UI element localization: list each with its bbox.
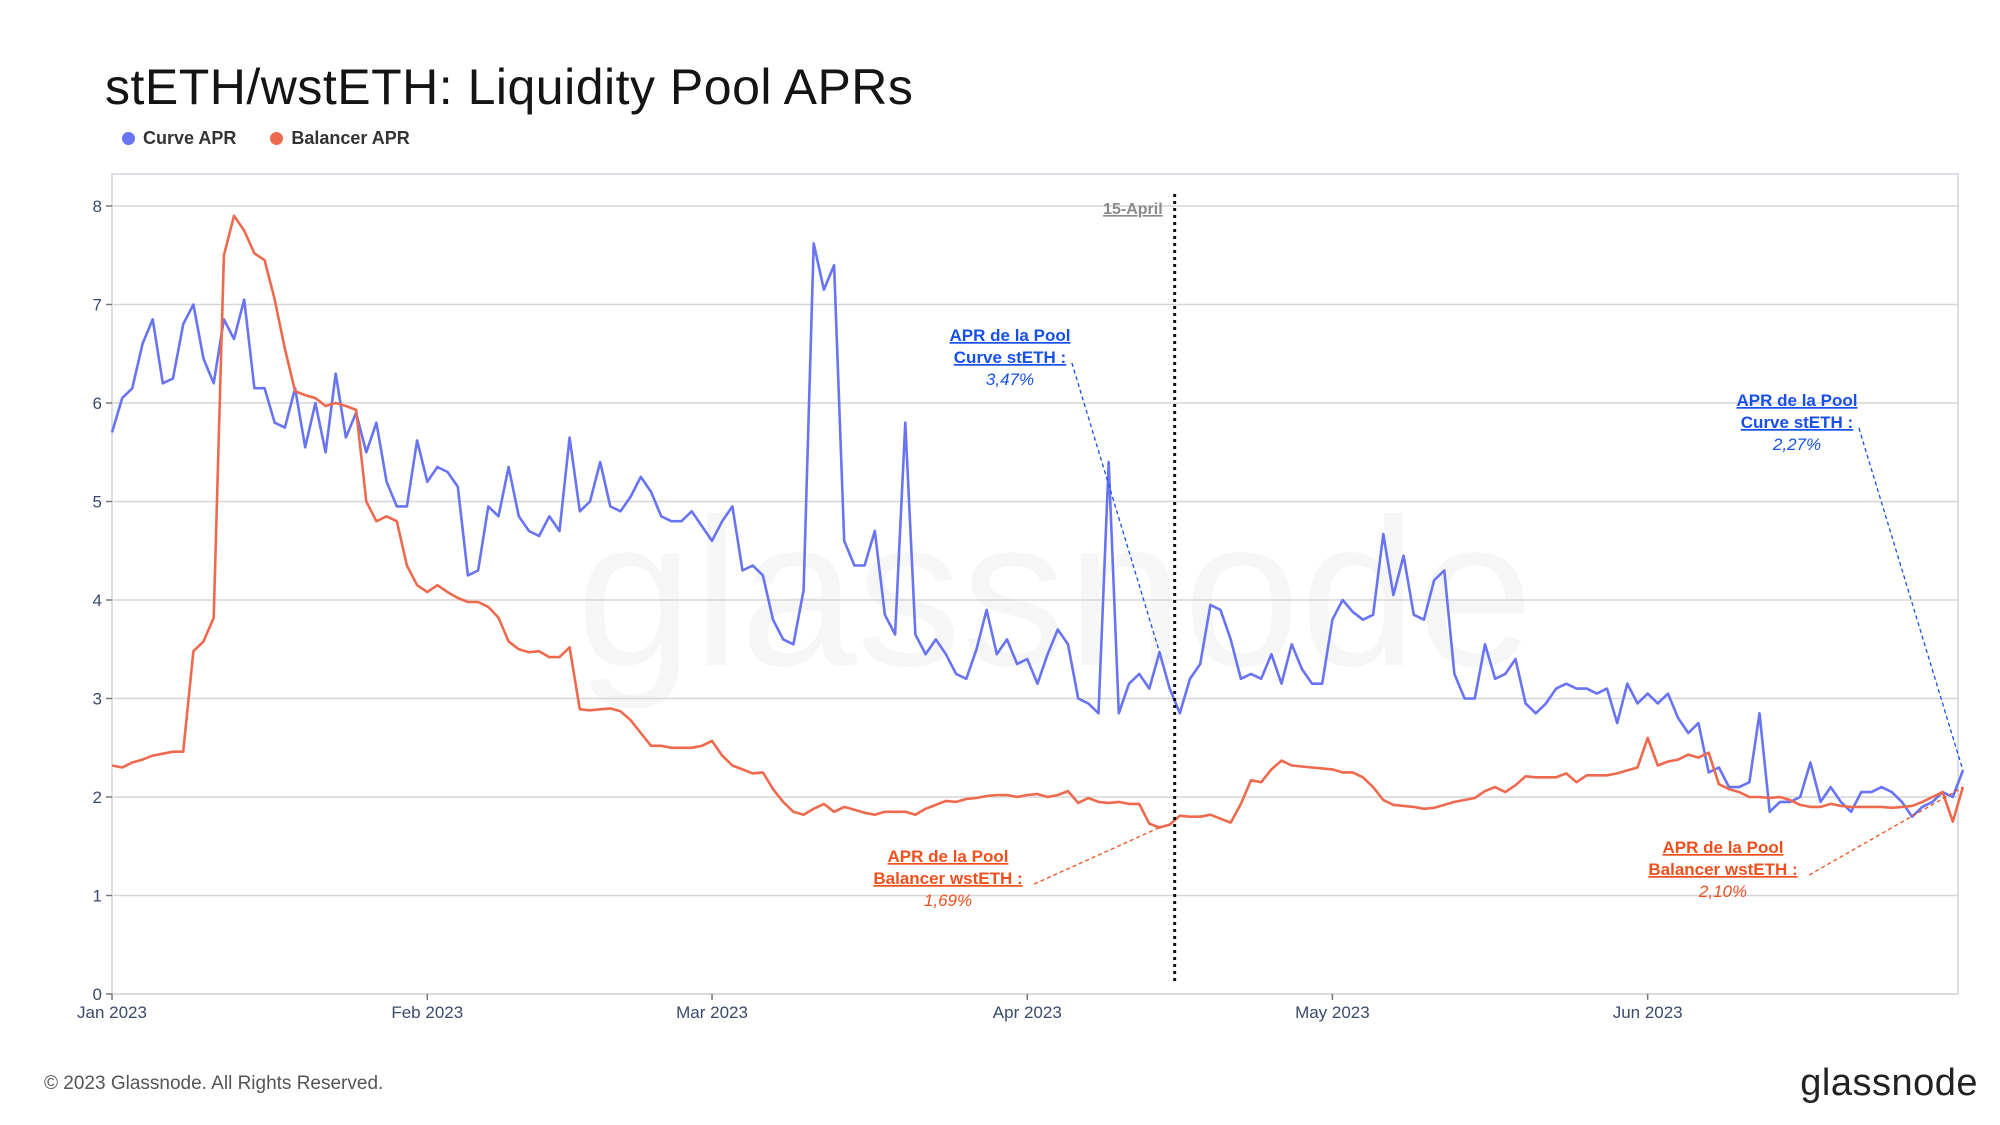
annotation-value: 2,10% bbox=[1698, 882, 1747, 901]
brand-logo: glassnode bbox=[1800, 1062, 1978, 1104]
annotation-connector bbox=[1808, 786, 1964, 876]
legend-item-curve[interactable]: Curve APR bbox=[122, 128, 236, 149]
annotation-value: 3,47% bbox=[986, 370, 1034, 389]
legend-item-balancer[interactable]: Balancer APR bbox=[270, 128, 410, 149]
vertical-marker-label: 15-April bbox=[1103, 201, 1163, 218]
annotation-subtitle: Curve stETH : bbox=[954, 348, 1066, 367]
annotation-title: APR de la Pool bbox=[1663, 838, 1784, 857]
copyright-footer: © 2023 Glassnode. All Rights Reserved. bbox=[44, 1073, 384, 1094]
annotation-value: 2,27% bbox=[1772, 435, 1821, 454]
y-tick-label: 6 bbox=[93, 394, 102, 413]
x-tick-label: Jun 2023 bbox=[1613, 1003, 1683, 1022]
y-tick-label: 4 bbox=[93, 591, 102, 610]
y-tick-label: 1 bbox=[93, 887, 102, 906]
annotation-connector bbox=[1033, 826, 1160, 885]
chart-title: stETH/wstETH: Liquidity Pool APRs bbox=[105, 59, 914, 115]
watermark-text: glassnode bbox=[576, 475, 1533, 710]
x-tick-label: Apr 2023 bbox=[993, 1003, 1062, 1022]
x-tick-label: May 2023 bbox=[1295, 1003, 1370, 1022]
annotation-value: 1,69% bbox=[924, 891, 972, 910]
annotation-subtitle: Balancer wstETH : bbox=[1648, 860, 1797, 879]
y-tick-label: 8 bbox=[93, 197, 102, 216]
y-tick-label: 7 bbox=[93, 296, 102, 315]
legend-dot-curve bbox=[122, 132, 135, 145]
annotation-subtitle: Balancer wstETH : bbox=[873, 869, 1022, 888]
legend-label-balancer: Balancer APR bbox=[291, 128, 410, 148]
balancer-apr-line bbox=[111, 214, 1965, 829]
y-tick-label: 5 bbox=[93, 493, 102, 512]
x-tick-label: Mar 2023 bbox=[676, 1003, 748, 1022]
y-tick-label: 3 bbox=[93, 690, 102, 709]
annotation-connector bbox=[1858, 427, 1964, 771]
legend-label-curve: Curve APR bbox=[143, 128, 237, 148]
curve-apr-line bbox=[110, 242, 1965, 818]
x-tick-label: Feb 2023 bbox=[391, 1003, 463, 1022]
legend-dot-balancer bbox=[270, 132, 284, 145]
annotation-title: APR de la Pool bbox=[1737, 391, 1858, 410]
annotation-connector bbox=[1071, 362, 1161, 653]
annotation-title: APR de la Pool bbox=[950, 326, 1071, 345]
annotation-title: APR de la Pool bbox=[888, 847, 1009, 866]
y-tick-label: 0 bbox=[93, 985, 102, 1004]
chart-legend: Curve APR Balancer APR bbox=[122, 128, 410, 149]
x-tick-label: Jan 2023 bbox=[77, 1003, 147, 1022]
y-tick-label: 2 bbox=[93, 788, 102, 807]
annotation-subtitle: Curve stETH : bbox=[1741, 413, 1853, 432]
